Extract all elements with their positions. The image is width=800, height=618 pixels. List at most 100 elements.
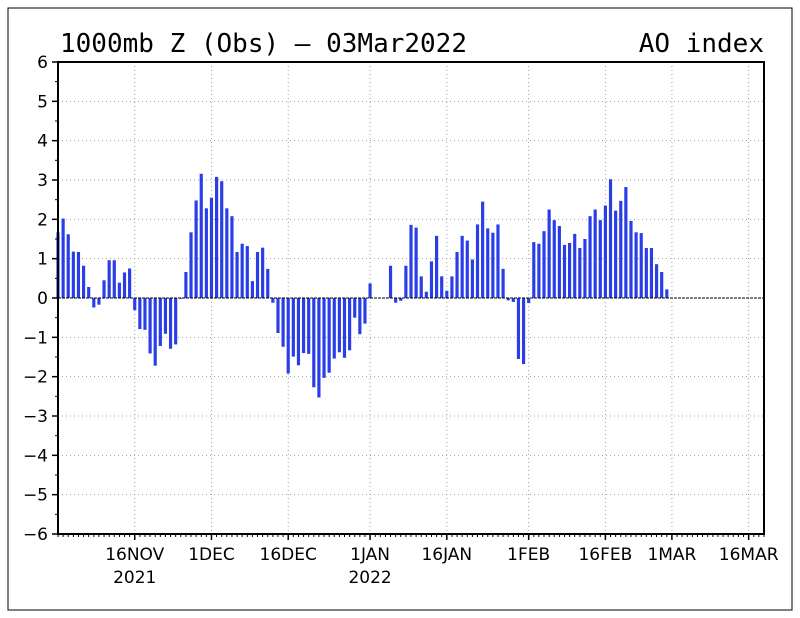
- ao-bar: [552, 220, 556, 298]
- ao-bar: [434, 235, 439, 298]
- x-tick-label: 1JAN: [350, 545, 390, 565]
- ao-bar: [573, 233, 577, 298]
- ao-bar: [296, 298, 301, 366]
- ao-bar: [117, 282, 121, 298]
- ao-bar: [209, 197, 214, 298]
- y-tick-label: 5: [37, 92, 48, 112]
- ao-bar: [138, 298, 142, 330]
- ao-bar: [358, 298, 362, 335]
- ao-bar: [112, 260, 116, 298]
- x-tick-label: 1FEB: [507, 545, 550, 565]
- ao-bar: [644, 248, 648, 298]
- x-tick-label: 16JAN: [421, 545, 472, 565]
- ao-bar: [276, 298, 280, 334]
- ao-bar: [614, 210, 618, 298]
- x-tick-label: 16DEC: [260, 545, 317, 565]
- ao-bar: [281, 298, 285, 347]
- ao-bar: [225, 208, 229, 298]
- ao-bar: [97, 298, 101, 305]
- ao-bar: [261, 247, 265, 298]
- ao-bar: [491, 232, 495, 298]
- ao-bar: [501, 268, 505, 298]
- ao-bar: [506, 298, 510, 301]
- ao-bar: [286, 298, 290, 374]
- ao-bar: [332, 298, 336, 359]
- ao-bar: [368, 283, 372, 298]
- y-tick-label: 3: [37, 171, 48, 191]
- ao-bar: [445, 290, 449, 298]
- ao-bar: [250, 281, 254, 298]
- ao-bar: [327, 298, 331, 373]
- chart-title: 1000mb Z (Obs) – 03Mar2022: [60, 29, 467, 59]
- ao-bar: [419, 276, 423, 298]
- ao-bar: [532, 242, 536, 298]
- ao-bar: [194, 200, 198, 298]
- ao-bar: [404, 265, 408, 298]
- ao-bar: [255, 251, 260, 298]
- ao-bar: [363, 298, 367, 324]
- ao-bar: [158, 298, 162, 346]
- ao-bar: [624, 187, 628, 298]
- ao-bar: [128, 268, 132, 298]
- ao-bar: [649, 248, 654, 298]
- ao-bar: [527, 298, 531, 304]
- x-tick-label: 16MAR: [719, 545, 779, 565]
- ao-bar: [337, 298, 341, 353]
- ao-bar: [660, 272, 664, 298]
- ao-bar: [153, 298, 157, 366]
- y-tick-label: −3: [23, 407, 48, 427]
- ao-bar: [429, 261, 434, 298]
- y-tick-label: −4: [23, 446, 48, 466]
- ao-bar: [424, 291, 428, 298]
- ao-bar: [665, 289, 669, 298]
- ao-bar: [460, 235, 464, 298]
- ao-bar: [583, 239, 587, 298]
- ao-bar: [220, 181, 224, 298]
- ao-bar: [639, 233, 643, 298]
- x-tick-label: 16NOV: [105, 545, 164, 565]
- ao-bar: [568, 242, 572, 298]
- ao-bar: [199, 173, 203, 298]
- y-tick-label: −1: [23, 328, 48, 348]
- ao-bar: [148, 298, 152, 354]
- ao-bar: [71, 251, 75, 298]
- ao-bar: [516, 298, 521, 359]
- ao-bar: [557, 226, 561, 298]
- y-tick-label: 1: [37, 250, 48, 270]
- figure-border: [7, 7, 793, 611]
- ao-bar: [240, 243, 244, 298]
- ao-bar: [629, 220, 633, 298]
- ao-bar: [189, 232, 193, 298]
- ao-bar: [66, 234, 70, 298]
- y-tick-label: −2: [23, 368, 48, 388]
- ao-bar: [76, 251, 81, 298]
- ao-bar: [266, 268, 270, 298]
- ao-bar: [92, 298, 96, 308]
- y-tick-label: 0: [37, 289, 48, 309]
- ao-bar: [496, 224, 500, 298]
- ao-bar: [342, 298, 347, 358]
- ao-bar: [81, 265, 86, 298]
- ao-bar: [204, 208, 208, 298]
- x-tick-label: 1MAR: [647, 545, 696, 565]
- y-tick-label: 4: [37, 132, 48, 152]
- bar-layer: [56, 173, 669, 398]
- ao-bar: [174, 298, 178, 345]
- ao-bar: [184, 272, 188, 298]
- ao-bar: [122, 272, 127, 298]
- x-tick-label: 1DEC: [188, 545, 235, 565]
- ao-bar: [486, 228, 490, 298]
- chart-subtitle: AO index: [639, 29, 764, 59]
- ao-bar: [537, 243, 541, 298]
- ao-bar: [301, 298, 306, 354]
- ao-bar: [348, 298, 352, 351]
- ao-bar: [61, 218, 65, 298]
- ao-bar: [353, 298, 357, 318]
- ao-bar: [578, 248, 582, 298]
- ao-bar: [450, 276, 454, 298]
- ao-bar: [163, 298, 168, 334]
- ao-bar: [455, 251, 459, 298]
- ao-bar: [598, 220, 602, 298]
- x-tick-label: 16FEB: [578, 545, 632, 565]
